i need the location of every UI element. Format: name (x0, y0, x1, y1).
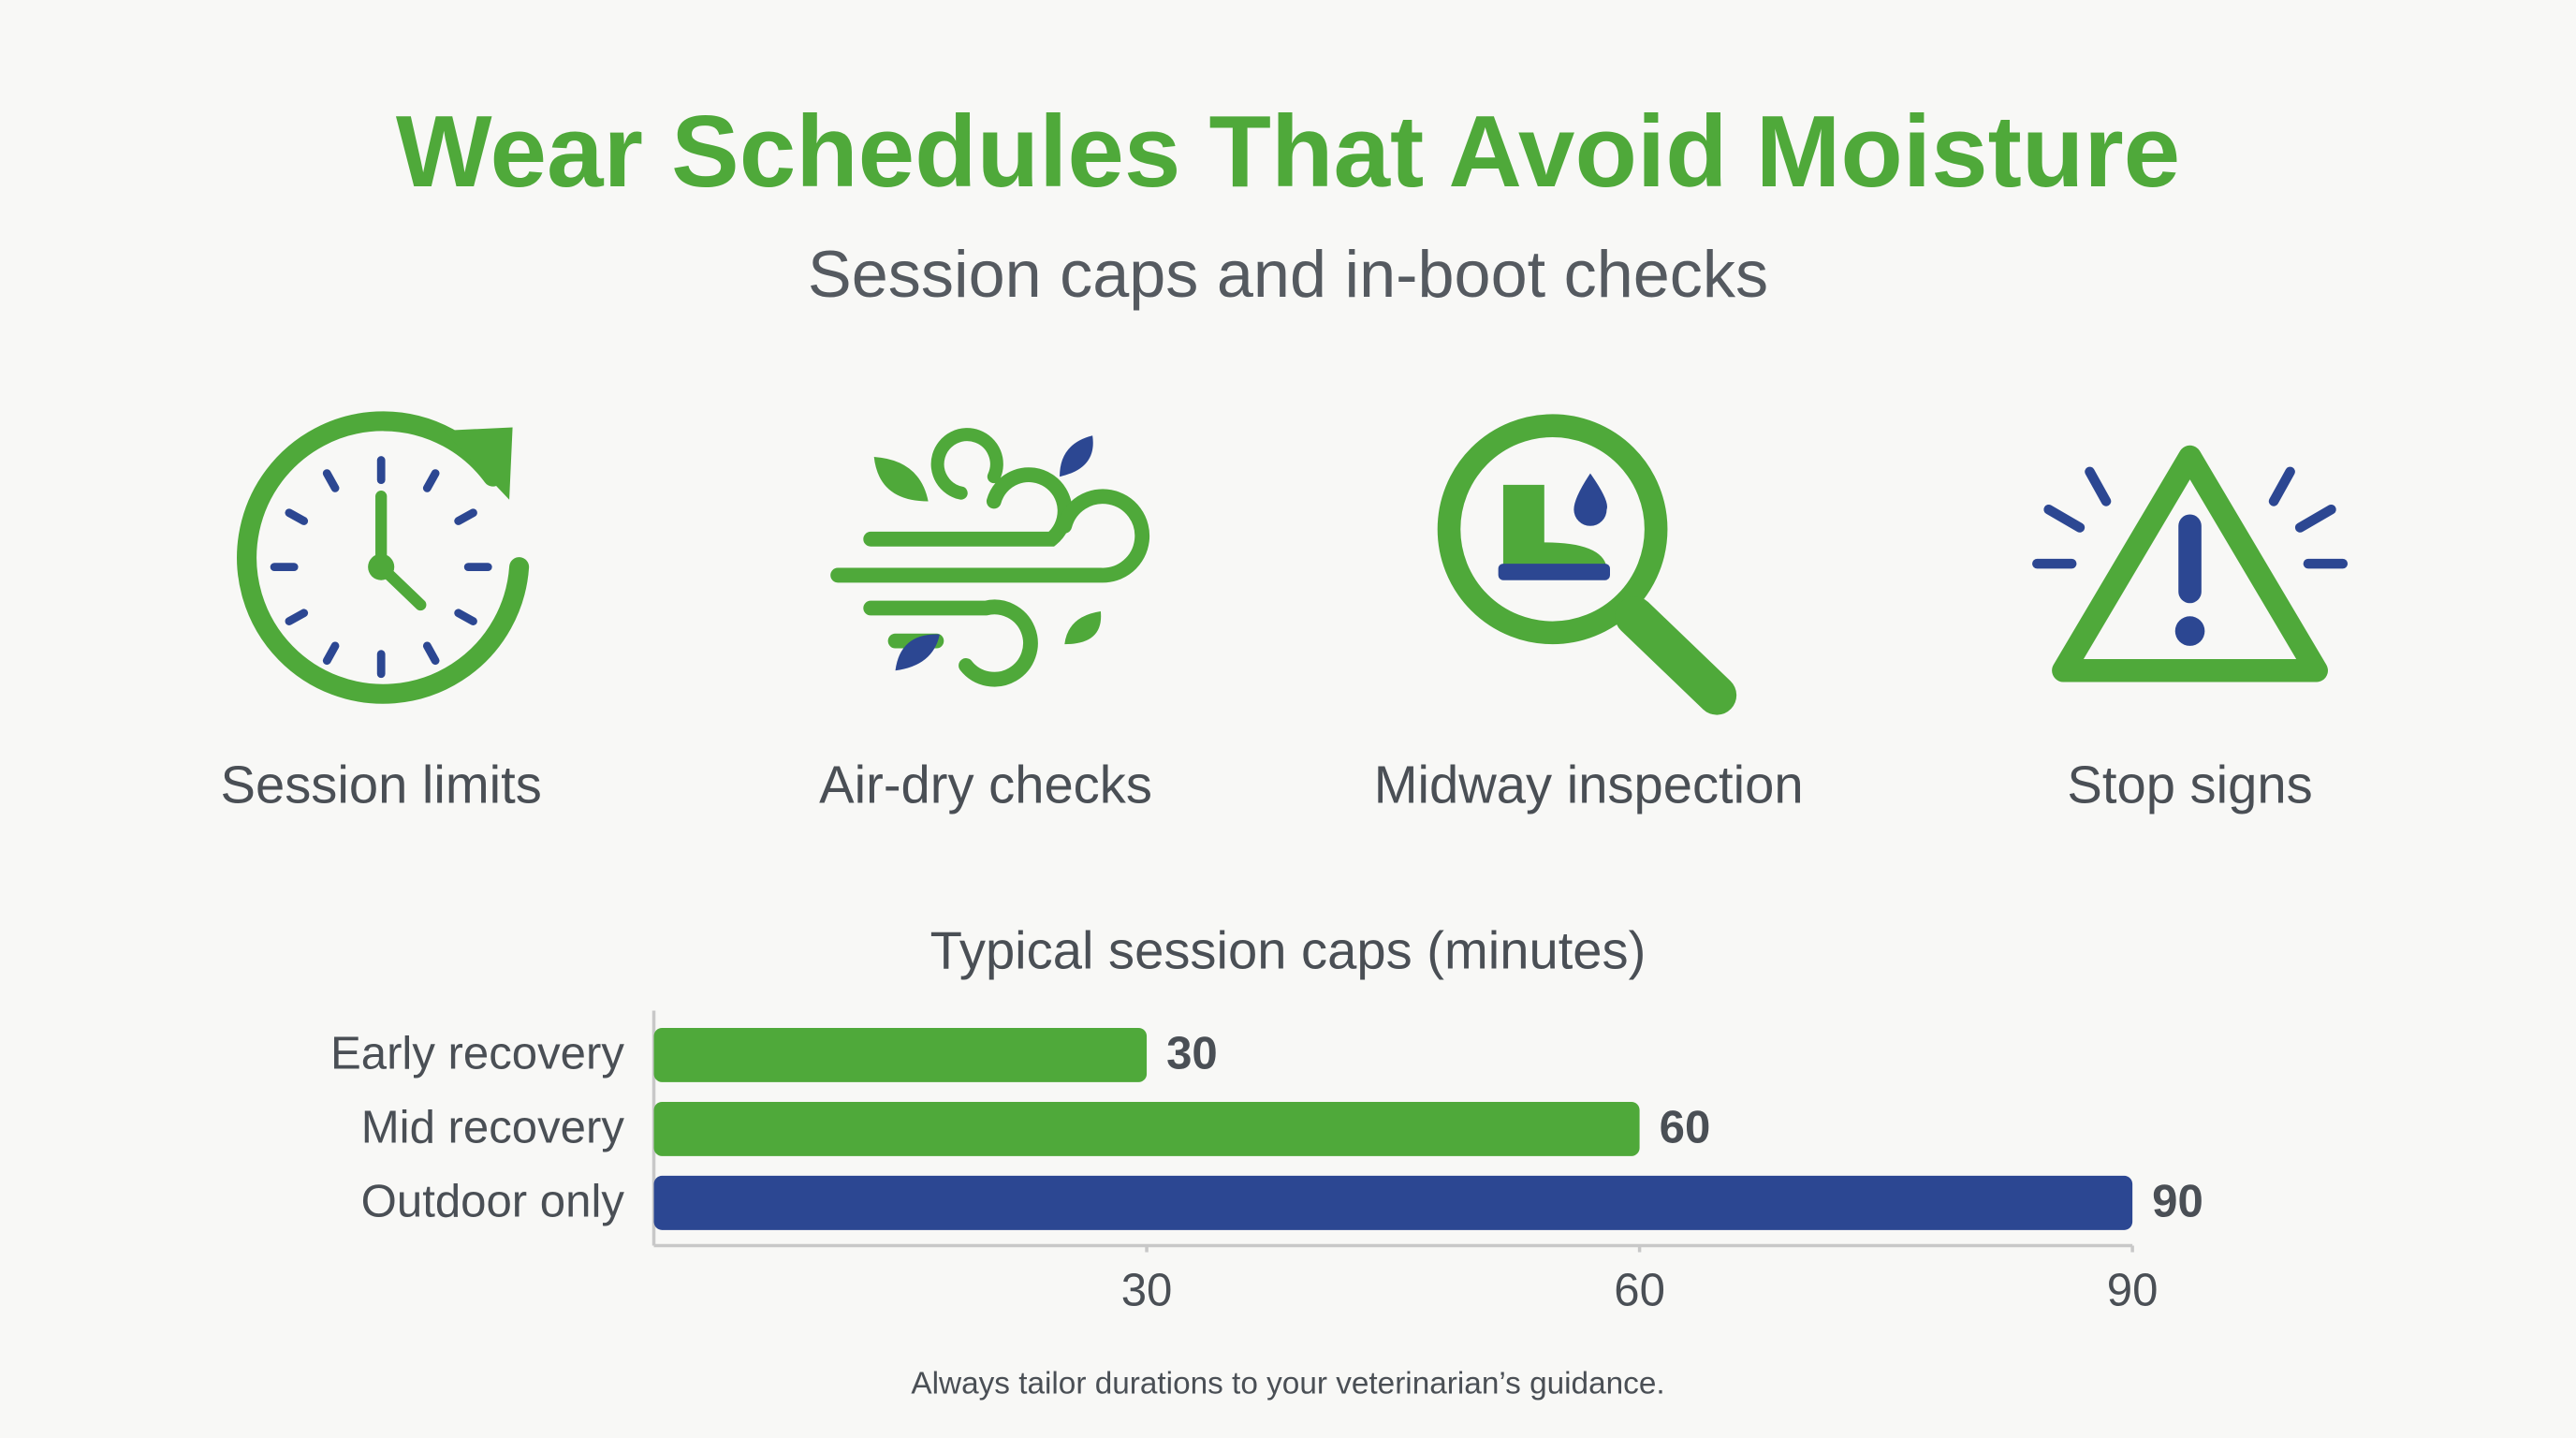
y-tick-label: Outdoor only (361, 1177, 625, 1227)
air-dry-icon (830, 428, 1150, 687)
icon-label: Session limits (221, 755, 542, 814)
chart-title: Typical session caps (minutes) (930, 921, 1647, 980)
subtitle: Session caps and in-boot checks (808, 237, 1768, 311)
bar (653, 1101, 1640, 1156)
inspection-icon (1437, 414, 1737, 715)
y-tick-label: Mid recovery (361, 1103, 625, 1153)
icon-label: Stop signs (2067, 755, 2312, 814)
value-label: 60 (1660, 1103, 1711, 1153)
stop-signs-icon (2032, 445, 2349, 682)
footnote: Always tailor durations to your veterina… (911, 1367, 1664, 1401)
value-label: 90 (2152, 1177, 2203, 1227)
value-label: 30 (1166, 1029, 1218, 1079)
title: Wear Schedules That Avoid Moisture (396, 95, 2180, 209)
x-tick-label: 90 (2107, 1265, 2159, 1315)
bar (653, 1027, 1148, 1082)
x-tick-label: 30 (1121, 1265, 1173, 1315)
bar-chart: 30 60 90 Early recovery 30 Mid recovery 60 Outd… (330, 1010, 2203, 1315)
x-tick-label: 60 (1614, 1265, 1665, 1315)
bar (653, 1175, 2133, 1230)
icon-label: Air-dry checks (819, 755, 1152, 814)
y-tick-label: Early recovery (330, 1029, 624, 1079)
icon-label: Midway inspection (1374, 755, 1804, 814)
clock-icon (237, 411, 530, 704)
